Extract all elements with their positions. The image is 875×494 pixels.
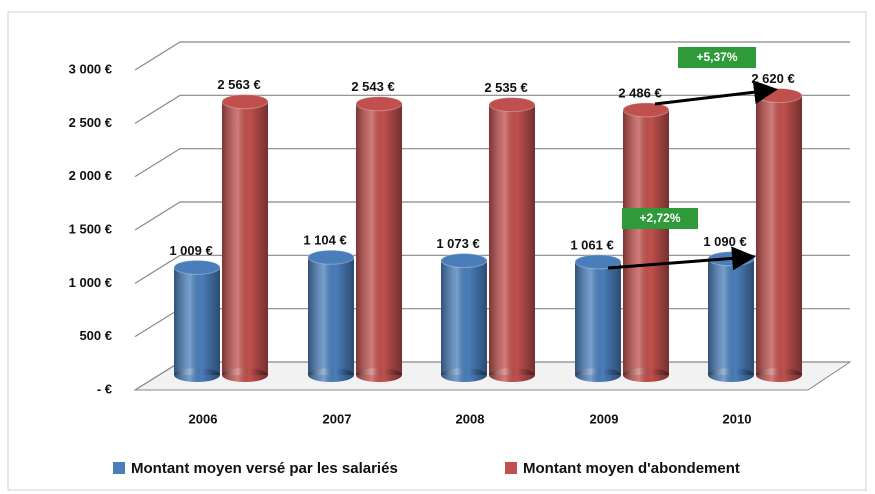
value-label: 1 104 €: [303, 233, 346, 248]
y-tick-label: 2 500 €: [69, 115, 112, 130]
x-tick-label: 2008: [456, 411, 485, 426]
legend-swatch: [505, 462, 517, 474]
grid-line: [134, 94, 850, 124]
bar-top: [355, 96, 403, 112]
x-tick-label: 2007: [323, 411, 352, 426]
legend-label: Montant moyen d'abondement: [523, 460, 740, 477]
bar-shade: [708, 258, 754, 375]
bar-shade: [308, 257, 354, 375]
bar-top: [307, 249, 355, 265]
y-tick-label: 2 000 €: [69, 168, 112, 183]
bar-top: [221, 94, 269, 110]
value-label: 2 486 €: [618, 85, 661, 100]
annotation: +2,72%: [639, 211, 680, 225]
legend-label: Montant moyen versé par les salariés: [131, 460, 398, 477]
arrow: [607, 246, 756, 271]
bar-shade: [623, 109, 669, 376]
frame: [7, 11, 867, 491]
bar-top: [574, 254, 622, 270]
bar-top: [622, 102, 670, 118]
value-label: 1 090 €: [703, 234, 746, 249]
value-label: 2 535 €: [484, 80, 527, 95]
value-label: 1 009 €: [169, 243, 212, 258]
value-label: 2 543 €: [351, 79, 394, 94]
bar-shade: [174, 267, 220, 375]
bar-shade: [575, 261, 621, 375]
x-tick-label: 2009: [590, 411, 619, 426]
x-tick-label: 2010: [723, 411, 752, 426]
annotation: +5,37%: [696, 50, 737, 64]
bar-shade: [356, 103, 402, 375]
x-tick-label: 2006: [189, 411, 218, 426]
y-tick-label: 500 €: [79, 328, 112, 343]
bar-shade: [222, 101, 268, 375]
y-tick-label: 3 000 €: [69, 61, 112, 76]
arrow: [654, 80, 778, 106]
bar-top: [440, 253, 488, 269]
annotation-box: [622, 208, 698, 229]
bar-shade: [756, 95, 802, 376]
value-label: 2 620 €: [751, 71, 794, 86]
legend-swatch: [113, 462, 125, 474]
y-tick-label: - €: [97, 381, 112, 396]
y-tick-label: 1 000 €: [69, 275, 112, 290]
annotation-box: [678, 47, 756, 68]
bar-top: [173, 259, 221, 275]
bar-shade: [489, 104, 535, 375]
y-tick-label: 1 500 €: [69, 221, 112, 236]
value-label: 1 061 €: [570, 237, 613, 252]
value-label: 1 073 €: [436, 236, 479, 251]
bar-top: [488, 97, 536, 113]
grid-line: [134, 41, 850, 71]
bar-shade: [441, 260, 487, 375]
value-label: 2 563 €: [217, 77, 260, 92]
